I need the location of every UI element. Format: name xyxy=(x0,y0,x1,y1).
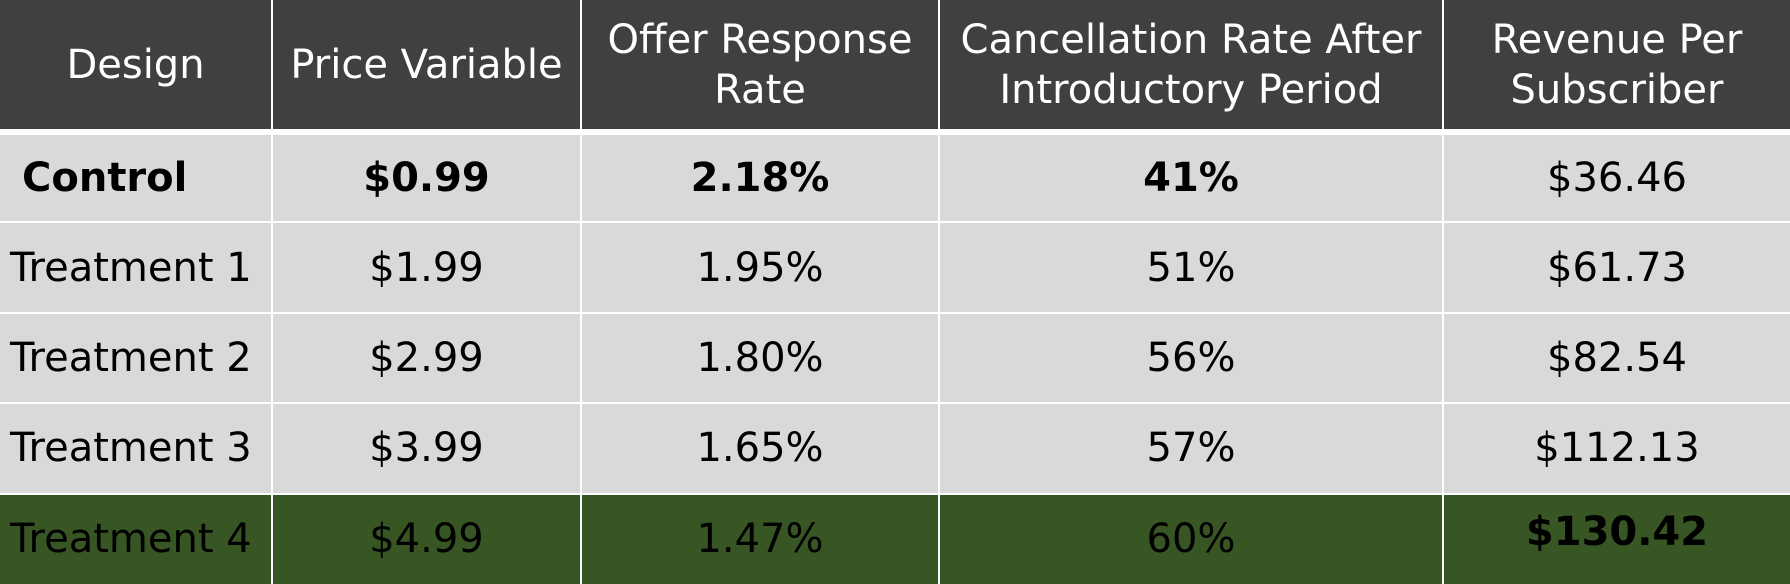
cell-revenue: $112.13 xyxy=(1442,402,1790,495)
header-cancel-line2: Introductory Period xyxy=(999,66,1383,113)
header-offer-response-rate: Offer Response Rate xyxy=(580,0,940,135)
cell-price: $0.99 xyxy=(271,130,582,224)
cell-cancellation-rate: 41% xyxy=(938,130,1444,224)
cell-revenue: $61.73 xyxy=(1442,221,1790,314)
cell-revenue: $130.42 xyxy=(1442,492,1790,584)
cell-design: Treatment 4 xyxy=(0,492,273,584)
cell-cancellation-rate: 60% xyxy=(938,492,1444,584)
cell-response-rate: 1.95% xyxy=(580,221,940,314)
cell-response-rate: 1.65% xyxy=(580,402,940,495)
cell-revenue: $82.54 xyxy=(1442,311,1790,405)
table-row-treatment-2: Treatment 2 $2.99 1.80% 56% $82.54 xyxy=(0,311,1790,405)
table-row-treatment-3: Treatment 3 $3.99 1.65% 57% $112.13 xyxy=(0,402,1790,495)
header-price-label: Price Variable xyxy=(290,41,563,88)
header-response-line1: Offer Response xyxy=(607,16,913,63)
header-row: Design Price Variable Offer Response Rat… xyxy=(0,0,1790,135)
cell-design: Treatment 2 xyxy=(0,311,273,405)
header-cancel-line1: Cancellation Rate After xyxy=(960,16,1422,63)
cell-response-rate: 1.80% xyxy=(580,311,940,405)
header-price-variable: Price Variable xyxy=(271,0,582,135)
cell-price: $1.99 xyxy=(271,221,582,314)
header-revenue-per-subscriber: Revenue Per Subscriber xyxy=(1442,0,1790,135)
cell-revenue: $36.46 xyxy=(1442,130,1790,224)
cell-design: Treatment 3 xyxy=(0,402,273,495)
cell-design: Treatment 1 xyxy=(0,221,273,314)
cell-cancellation-rate: 51% xyxy=(938,221,1444,314)
header-design-label: Design xyxy=(66,41,205,88)
cell-price: $3.99 xyxy=(271,402,582,495)
cell-cancellation-rate: 57% xyxy=(938,402,1444,495)
cell-response-rate: 2.18% xyxy=(580,130,940,224)
cell-price: $4.99 xyxy=(271,492,582,584)
table-row-treatment-4: Treatment 4 $4.99 1.47% 60% $130.42 xyxy=(0,492,1790,584)
cell-cancellation-rate: 56% xyxy=(938,311,1444,405)
table-row-treatment-1: Treatment 1 $1.99 1.95% 51% $61.73 xyxy=(0,221,1790,314)
header-design: Design xyxy=(0,0,273,135)
header-revenue-line1: Revenue Per xyxy=(1491,16,1743,63)
cell-response-rate: 1.47% xyxy=(580,492,940,584)
table-row-control: Control $0.99 2.18% 41% $36.46 xyxy=(0,130,1790,224)
header-response-line2: Rate xyxy=(714,66,806,113)
cell-design: Control xyxy=(0,130,273,224)
header-revenue-line2: Subscriber xyxy=(1510,66,1724,113)
header-cancellation-rate: Cancellation Rate After Introductory Per… xyxy=(938,0,1444,135)
cell-price: $2.99 xyxy=(271,311,582,405)
